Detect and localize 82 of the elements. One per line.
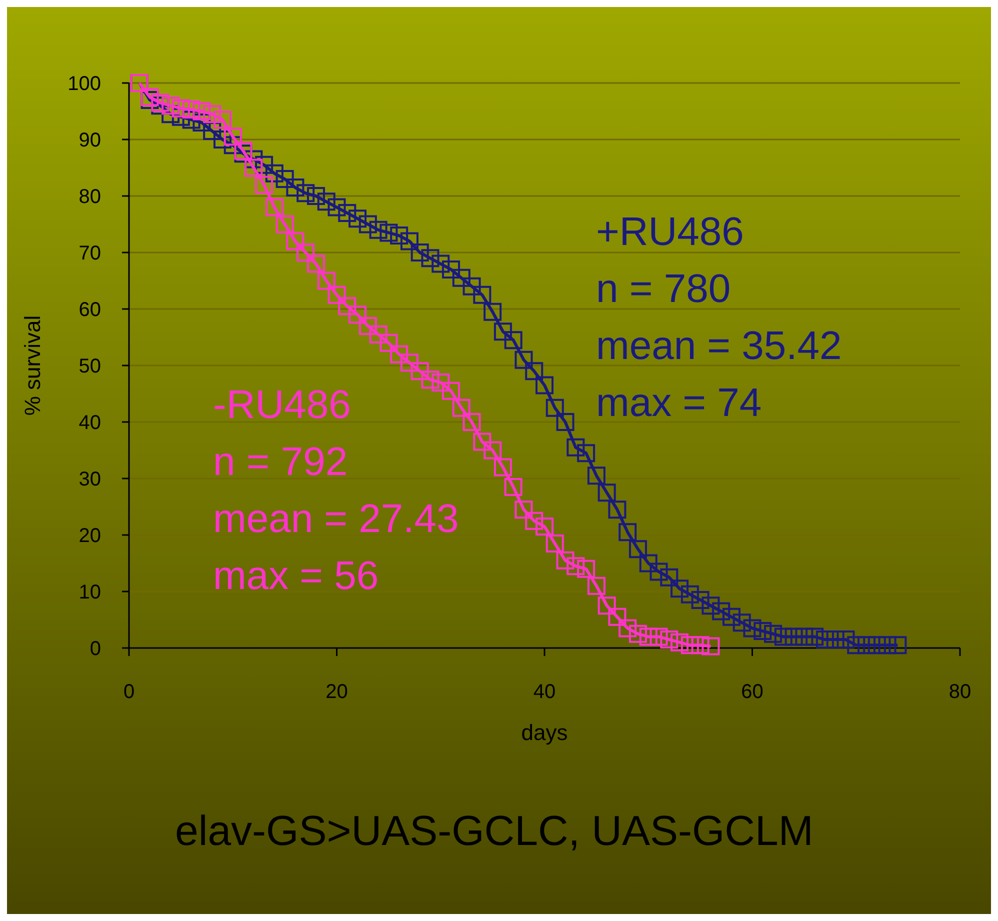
- point: [462, 413, 481, 431]
- point: [162, 96, 180, 115]
- point: [192, 102, 211, 120]
- point: [317, 272, 336, 290]
- point: [680, 636, 699, 654]
- point: [244, 158, 263, 177]
- x-tick-label: 60: [741, 681, 764, 703]
- point: [702, 637, 720, 656]
- point: [598, 596, 616, 615]
- point: [546, 534, 564, 552]
- y-tick-label: 100: [68, 73, 101, 95]
- point: [639, 628, 658, 646]
- point: [390, 345, 408, 364]
- point: [556, 551, 574, 570]
- point: [234, 142, 252, 160]
- point: [432, 373, 450, 392]
- x-tick-label: 20: [326, 681, 348, 703]
- x-tick-label: 0: [123, 681, 135, 703]
- point: [224, 128, 242, 146]
- series-label: -RU486: [213, 383, 351, 427]
- annotation: max = 56: [213, 554, 379, 598]
- point: [286, 232, 304, 250]
- y-tick-label: 30: [78, 468, 101, 490]
- point: [608, 608, 626, 626]
- text: elav-GS>UAS-GCLC, UAS-GCLM: [175, 807, 814, 854]
- point: [400, 354, 418, 372]
- point: [213, 110, 232, 129]
- point: [358, 316, 377, 335]
- y-tick-label: 40: [78, 412, 101, 434]
- point: [151, 94, 170, 112]
- point: [203, 105, 222, 124]
- y-tick-label: 50: [78, 356, 101, 378]
- point: [670, 633, 689, 652]
- point: [410, 362, 429, 380]
- y-tick-label: 90: [78, 130, 101, 152]
- x-axis-title: days: [521, 720, 568, 745]
- y-axis-title: % survival: [20, 315, 45, 416]
- point: [421, 370, 440, 389]
- point: [265, 198, 284, 216]
- y-tick-label: 70: [78, 242, 101, 264]
- point: [650, 628, 668, 646]
- point: [660, 630, 678, 649]
- point: [140, 88, 159, 106]
- point: [494, 458, 512, 476]
- point: [577, 560, 596, 578]
- y-tick-label: 60: [78, 299, 101, 321]
- point: [484, 441, 502, 460]
- point: [348, 306, 367, 324]
- point: [338, 297, 356, 316]
- point: [182, 100, 200, 119]
- point: [514, 500, 533, 519]
- x-tick-label: 40: [533, 681, 556, 703]
- annotation: max = 74: [596, 381, 762, 425]
- text: +RU486: [596, 210, 744, 254]
- point: [566, 557, 585, 576]
- point: [380, 334, 398, 352]
- point: [628, 624, 647, 643]
- point: [473, 432, 492, 451]
- annotation: n = 792: [213, 440, 348, 484]
- annotation: mean = 35.42: [596, 324, 842, 368]
- y-tick-label: 0: [90, 638, 101, 660]
- y-tick-label: 10: [78, 582, 101, 604]
- annotation: mean = 27.43: [213, 497, 459, 541]
- point: [525, 512, 544, 530]
- point: [618, 619, 637, 638]
- point: [296, 244, 315, 262]
- point: [328, 286, 346, 304]
- annotation: n = 780: [596, 267, 731, 311]
- point: [276, 215, 294, 234]
- point: [255, 176, 274, 194]
- point: [452, 398, 470, 417]
- point: [536, 518, 554, 536]
- y-tick-label: 80: [78, 186, 101, 208]
- point: [504, 478, 522, 496]
- x-tick-label: 80: [948, 681, 972, 703]
- point: [306, 254, 325, 273]
- point: [172, 99, 190, 118]
- point: [442, 382, 460, 400]
- point: [369, 325, 388, 344]
- point: [691, 636, 710, 654]
- point: [587, 576, 606, 595]
- y-tick-label: 20: [78, 525, 101, 547]
